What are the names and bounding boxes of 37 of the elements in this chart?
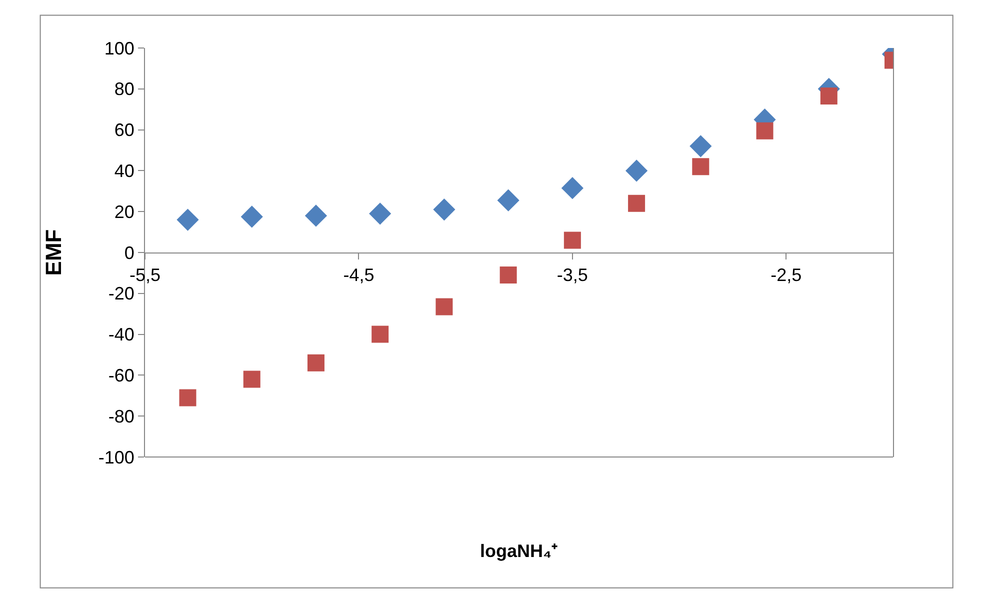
y-tick-label: 20 [114,202,134,222]
y-axis-title: EMF [41,229,66,276]
point [433,198,456,221]
point [179,389,196,406]
point [625,160,648,182]
point [561,177,584,200]
point [756,122,774,140]
point [564,232,581,249]
y-tick-label: 40 [114,161,134,181]
point [243,370,260,388]
point [240,206,263,228]
y-tick-label: 80 [114,79,134,100]
y-tick-label: 0 [124,242,134,263]
point [628,194,646,212]
y-tick-label: -60 [108,366,134,386]
point [307,354,324,372]
point [304,204,328,227]
y-tick-label: 100 [104,38,134,58]
point [690,135,712,158]
y-tick-label: -20 [108,284,134,304]
point [497,189,520,212]
x-axis-title: logaNH₄⁺ [480,541,558,561]
y-tick-label: -100 [98,447,134,468]
x-tick-label: -3,5 [556,265,588,286]
x-tick-label: -2,5 [770,265,802,286]
point [176,208,199,231]
x-tick-label: -4,5 [343,265,374,286]
point [500,266,517,284]
point [692,158,710,176]
point [436,298,453,316]
point [372,326,389,343]
y-tick-label: -80 [108,406,134,426]
y-tick-label: 60 [114,120,134,140]
x-tick-label: -5,5 [129,265,161,286]
point [820,88,838,105]
point [369,202,392,225]
y-tick-label: -40 [108,324,134,345]
